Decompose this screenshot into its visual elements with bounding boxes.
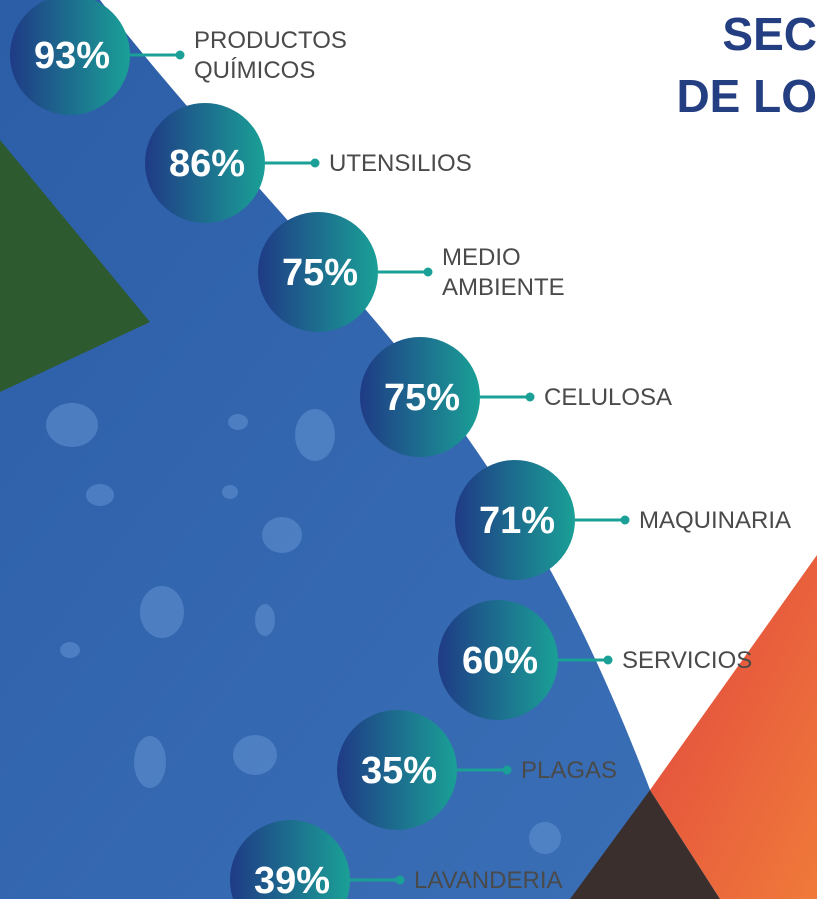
percent-value: 75%	[282, 252, 358, 294]
connector-dot	[424, 268, 433, 277]
canvas: SEC DE LO 93% PRODUCTOS QUÍMICOS 86% UTENSIL…	[0, 0, 817, 899]
percent-value: 71%	[479, 500, 555, 542]
percent-value: 60%	[462, 640, 538, 682]
connector-dot	[503, 766, 512, 775]
item-label: QUÍMICOS	[194, 57, 315, 84]
connector-dot	[396, 876, 405, 885]
percent-value: 35%	[361, 750, 437, 792]
item-label: PRODUCTOS	[194, 27, 347, 54]
item-label: LAVANDERIA	[414, 867, 563, 894]
item-label: CELULOSA	[544, 384, 672, 411]
infographic: SEC DE LO 93% PRODUCTOS QUÍMICOS 86% UTENSIL…	[0, 0, 817, 899]
connector-dot	[621, 516, 630, 525]
connector-dot	[604, 656, 613, 665]
title-line: DE LO	[676, 70, 817, 122]
percent-value: 86%	[169, 143, 245, 185]
item-label: AMBIENTE	[442, 274, 565, 301]
percent-value: 75%	[384, 377, 460, 419]
connector-dot	[311, 159, 320, 168]
item-label: MAQUINARIA	[639, 507, 791, 534]
percent-value: 39%	[254, 860, 330, 899]
title-line: SEC	[722, 8, 817, 60]
item-label: SERVICIOS	[622, 647, 752, 674]
item-label: PLAGAS	[521, 757, 617, 784]
connector-dot	[176, 51, 185, 60]
connector-dot	[526, 393, 535, 402]
percent-value: 93%	[34, 35, 110, 77]
item-label: UTENSILIOS	[329, 150, 472, 177]
item-label: MEDIO	[442, 244, 521, 271]
